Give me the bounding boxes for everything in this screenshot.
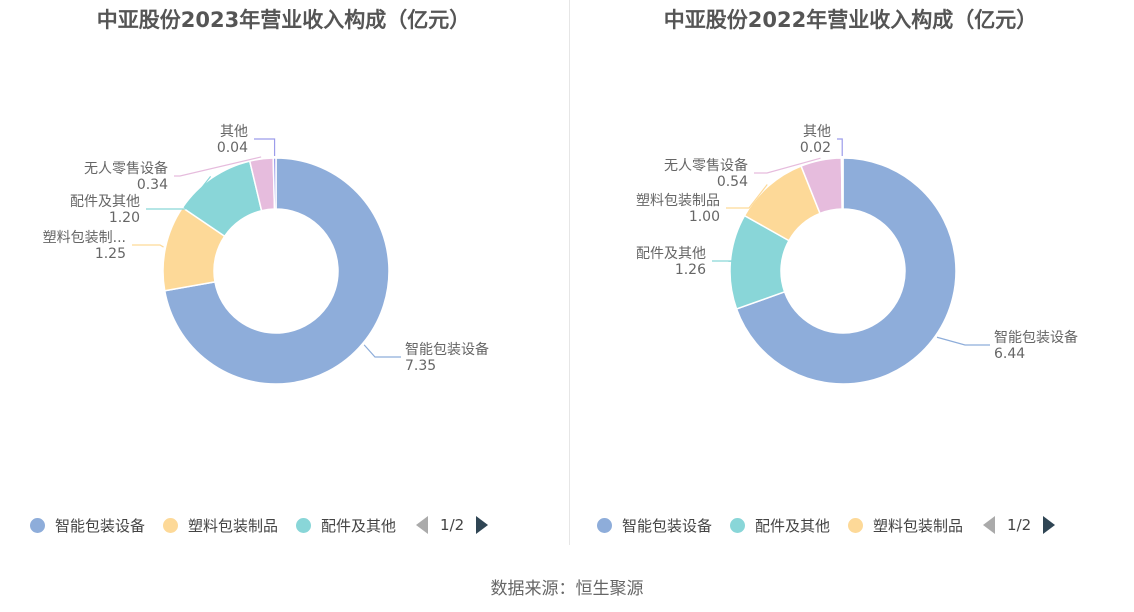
slice-label: 无人零售设备 [84, 160, 168, 177]
legend-item-0[interactable]: 智能包装设备 [30, 515, 145, 536]
legend-marker [30, 517, 45, 533]
legend-page-indicator: 1/2 [440, 516, 465, 534]
legend-marker [848, 517, 864, 533]
leader-line [146, 176, 212, 210]
donut-slice-0[interactable] [735, 157, 957, 385]
legend-item-1[interactable]: 配件及其他 [730, 515, 830, 536]
slice-label: 塑料包装制... [43, 230, 126, 246]
slice-value-label: 0.54 [717, 174, 748, 190]
slice-value-label: 0.02 [800, 140, 831, 156]
donut-slice-4[interactable] [840, 157, 844, 210]
legend-item-2[interactable]: 塑料包装制品 [848, 515, 963, 536]
legend-item-0[interactable]: 智能包装设备 [597, 515, 712, 536]
slice-label: 智能包装设备 [994, 329, 1078, 346]
leader-line [837, 138, 843, 157]
leader-line [936, 336, 990, 346]
leader-line [132, 244, 164, 248]
slice-value-label: 1.20 [109, 210, 140, 226]
slice-value-label: 1.00 [689, 209, 720, 225]
legend-pager: 1/2 [983, 516, 1056, 534]
legend-marker [730, 517, 746, 533]
legend-marker [163, 517, 179, 533]
chart-panel-2023: 中亚股份2023年营业收入构成（亿元） 智能包装设备 7.35 塑料包装制... 1.… [0, 0, 567, 545]
legend-page-indicator: 1/2 [1007, 516, 1032, 534]
legend-label: 塑料包装制品 [873, 516, 964, 535]
leader-line [754, 157, 821, 174]
slice-label: 配件及其他 [70, 194, 140, 210]
slice-value-label: 0.04 [217, 140, 248, 156]
chart-title: 中亚股份2022年营业收入构成（亿元） [663, 8, 1038, 32]
legend-item-2[interactable]: 配件及其他 [296, 515, 396, 536]
slice-value-label: 6.44 [994, 346, 1025, 362]
legend: 智能包装设备 配件及其他 塑料包装制品 1/2 [597, 512, 1056, 538]
slice-label: 塑料包装制品 [636, 193, 720, 209]
legend-pager: 1/2 [416, 516, 489, 534]
donut-slice-4[interactable] [272, 157, 277, 210]
slice-label: 无人零售设备 [664, 157, 748, 174]
panel-divider [569, 0, 570, 545]
legend-label: 配件及其他 [755, 516, 831, 535]
slice-label: 其他 [803, 124, 831, 140]
leader-line [363, 344, 401, 358]
prev-page-icon[interactable] [983, 516, 996, 534]
legend-item-1[interactable]: 塑料包装制品 [163, 515, 278, 536]
slice-label: 配件及其他 [636, 246, 706, 262]
chart-panel-2022: 中亚股份2022年营业收入构成（亿元） 智能包装设备 6.44 配件及其他 1.26 塑… [567, 0, 1134, 545]
legend-label: 塑料包装制品 [188, 516, 279, 535]
data-source: 数据来源：恒生聚源 [490, 579, 644, 599]
legend-label: 智能包装设备 [55, 516, 146, 535]
legend-label: 智能包装设备 [622, 516, 713, 535]
leader-line [726, 184, 768, 209]
next-page-icon[interactable] [1043, 516, 1056, 534]
slice-label: 智能包装设备 [405, 341, 489, 358]
slice-label: 其他 [220, 124, 248, 140]
slice-value-label: 1.25 [95, 246, 126, 262]
slice-value-label: 7.35 [405, 358, 436, 374]
leader-line [174, 156, 262, 177]
donut-slice-0[interactable] [163, 157, 390, 385]
legend-marker [296, 517, 312, 533]
legend-marker [597, 517, 612, 533]
chart-title: 中亚股份2023年营业收入构成（亿元） [96, 8, 471, 32]
legend: 智能包装设备 塑料包装制品 配件及其他 1/2 [30, 512, 489, 538]
slice-value-label: 1.26 [675, 262, 706, 278]
prev-page-icon[interactable] [416, 516, 429, 534]
leader-line [254, 138, 276, 157]
next-page-icon[interactable] [476, 516, 489, 534]
slice-value-label: 0.34 [137, 177, 168, 193]
legend-label: 配件及其他 [321, 516, 397, 535]
